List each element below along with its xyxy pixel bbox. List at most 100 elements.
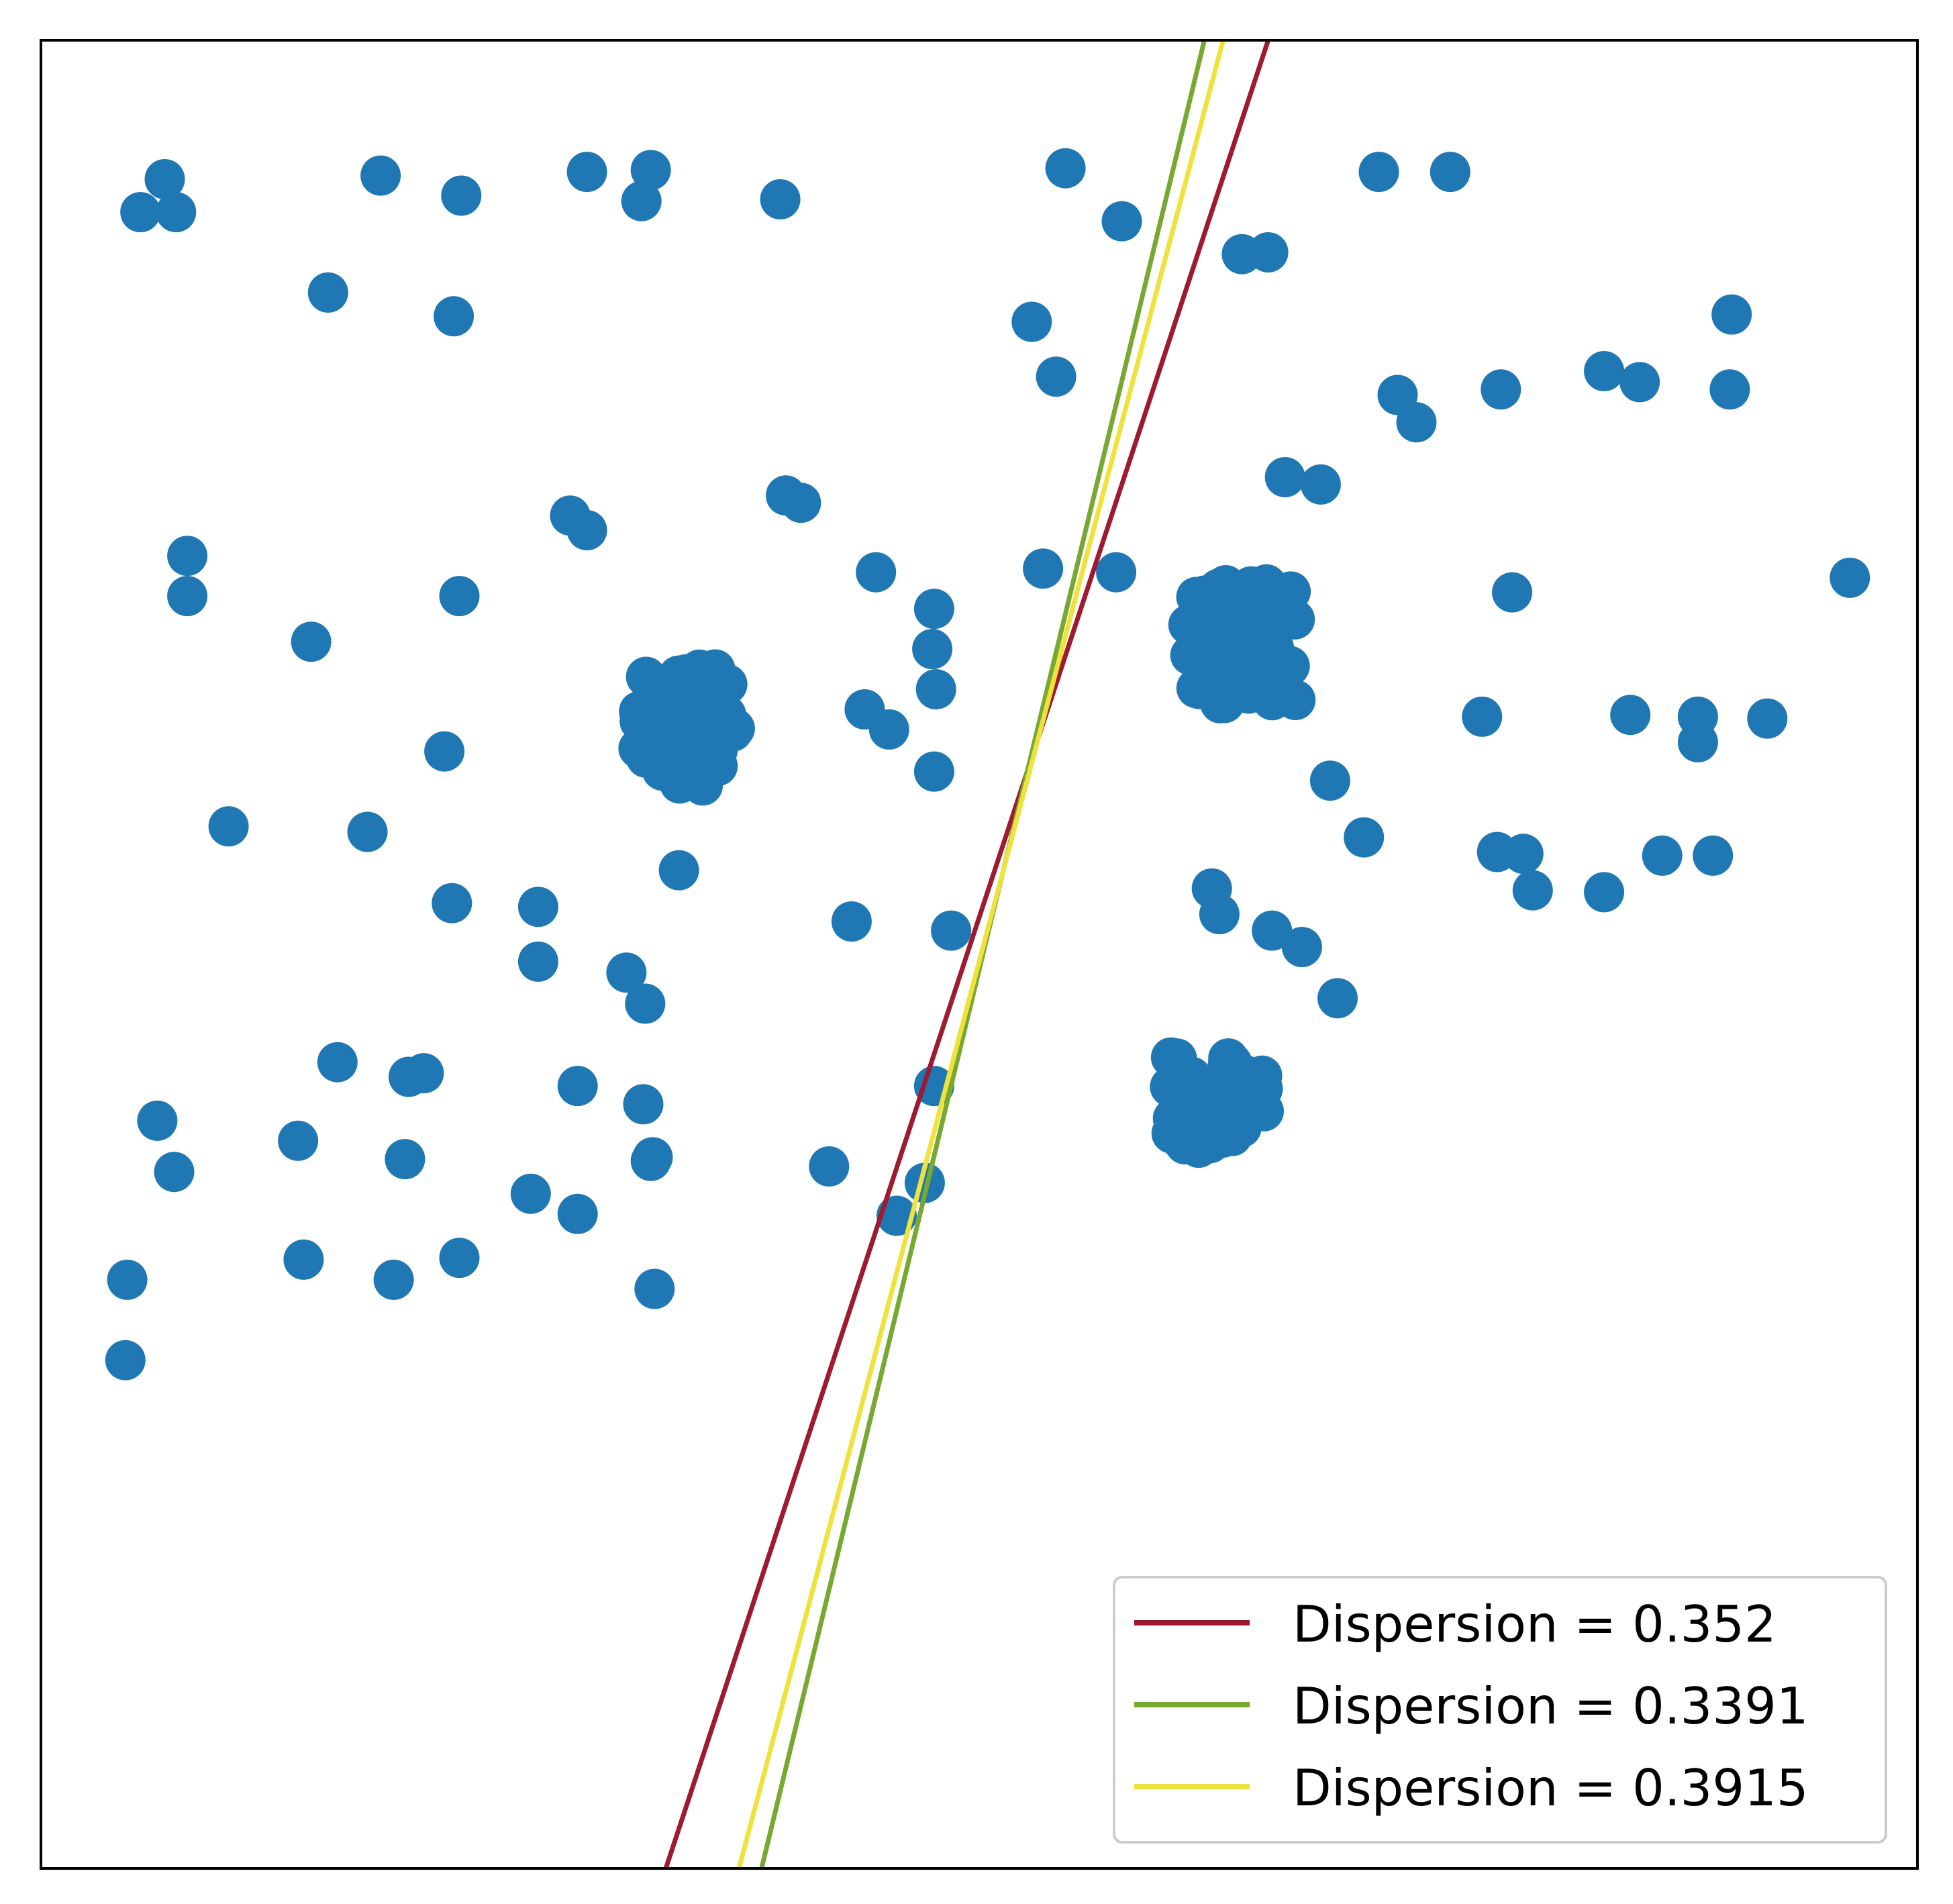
data-point-65 (432, 883, 472, 923)
data-point-93 (283, 1239, 324, 1280)
data-point-22 (1709, 369, 1750, 410)
data-point-71 (1281, 927, 1322, 968)
data-point-27 (1300, 464, 1341, 505)
data-point-227 (1244, 660, 1285, 701)
data-point-146 (714, 708, 755, 749)
data-point-12 (1101, 201, 1142, 242)
data-point-35 (291, 621, 332, 662)
data-point-73 (606, 952, 647, 993)
data-point-222 (1188, 668, 1229, 709)
data-point-75 (1317, 978, 1358, 1019)
data-point-17 (1011, 301, 1052, 342)
data-point-84 (154, 1152, 195, 1193)
data-point-38 (1096, 552, 1137, 593)
data-point-31 (566, 510, 607, 550)
data-point-207 (1275, 680, 1316, 720)
data-point-69 (931, 910, 972, 951)
data-point-96 (634, 1268, 675, 1309)
data-point-47 (913, 751, 954, 792)
data-point-270 (1237, 1088, 1278, 1128)
data-point-16 (1248, 232, 1289, 272)
data-point-61 (1642, 835, 1683, 876)
data-point-156 (618, 728, 659, 769)
data-point-54 (1677, 722, 1718, 762)
data-point-40 (1492, 572, 1533, 613)
data-point-80 (623, 1084, 664, 1125)
data-point-48 (208, 806, 249, 847)
data-point-74 (625, 983, 666, 1024)
data-point-72 (517, 941, 558, 982)
data-point-2 (120, 192, 161, 233)
data-point-83 (137, 1100, 178, 1141)
data-point-95 (439, 1238, 480, 1279)
data-point-57 (1344, 817, 1385, 858)
data-point-208 (1212, 638, 1253, 679)
data-point-50 (1309, 760, 1350, 801)
data-point-9 (621, 181, 662, 221)
data-point-59 (1503, 834, 1544, 874)
data-point-3 (360, 155, 401, 196)
data-point-4 (441, 175, 482, 216)
data-point-21 (1619, 362, 1660, 403)
data-point-76 (317, 1042, 358, 1083)
legend-box (1113, 1576, 1887, 1844)
data-point-43 (915, 669, 956, 709)
data-point-46 (424, 731, 465, 772)
data-point-14 (1430, 152, 1470, 193)
data-point-63 (1584, 872, 1625, 913)
series-line-0 (663, 39, 1270, 1870)
data-point-1 (156, 192, 197, 233)
data-point-26 (1264, 457, 1305, 497)
data-point-70 (1252, 910, 1293, 951)
data-point-205 (1170, 635, 1211, 676)
data-point-228 (1258, 584, 1299, 625)
points-layer (105, 148, 1870, 1381)
data-point-45 (868, 709, 909, 750)
data-point-218 (1168, 604, 1209, 645)
data-point-90 (510, 1173, 551, 1214)
data-point-6 (434, 296, 474, 337)
data-point-7 (566, 152, 607, 193)
data-point-34 (439, 576, 480, 617)
data-point-20 (1584, 351, 1625, 391)
data-point-19 (1711, 294, 1752, 335)
data-point-41 (1830, 557, 1870, 598)
data-point-68 (831, 901, 872, 942)
data-point-55 (1747, 698, 1788, 739)
data-point-0 (144, 159, 185, 199)
data-point-8 (630, 150, 671, 191)
data-point-273 (1183, 1107, 1224, 1148)
data-point-32 (167, 536, 208, 577)
data-point-51 (1462, 696, 1503, 737)
data-point-67 (1199, 894, 1240, 935)
data-point-89 (904, 1162, 945, 1203)
data-point-86 (385, 1139, 425, 1180)
data-point-18 (1036, 356, 1076, 397)
data-point-29 (781, 483, 821, 523)
data-point-36 (856, 552, 897, 593)
data-point-52 (1610, 695, 1651, 736)
data-point-155 (657, 715, 698, 756)
data-point-66 (517, 887, 558, 928)
data-point-25 (1396, 402, 1437, 443)
data-point-62 (1693, 835, 1734, 876)
data-point-37 (1023, 548, 1064, 589)
data-point-49 (347, 811, 388, 852)
data-point-87 (630, 1140, 671, 1181)
data-point-11 (1045, 148, 1086, 189)
legend: Dispersion = 0.352 Dispersion = 0.3391 D… (1113, 1576, 1887, 1844)
data-point-158 (695, 649, 736, 690)
data-point-13 (1358, 152, 1399, 193)
axes-frame (40, 39, 1919, 1870)
data-point-97 (107, 1259, 148, 1300)
legend-label-dispersion-0352: Dispersion = 0.352 (1293, 1595, 1776, 1654)
data-point-39 (913, 589, 954, 630)
data-point-79 (557, 1066, 598, 1107)
data-point-98 (105, 1340, 146, 1381)
data-point-24 (1481, 369, 1521, 410)
data-point-272 (1223, 1056, 1264, 1097)
data-point-64 (658, 850, 699, 891)
data-point-266 (1150, 1066, 1191, 1107)
